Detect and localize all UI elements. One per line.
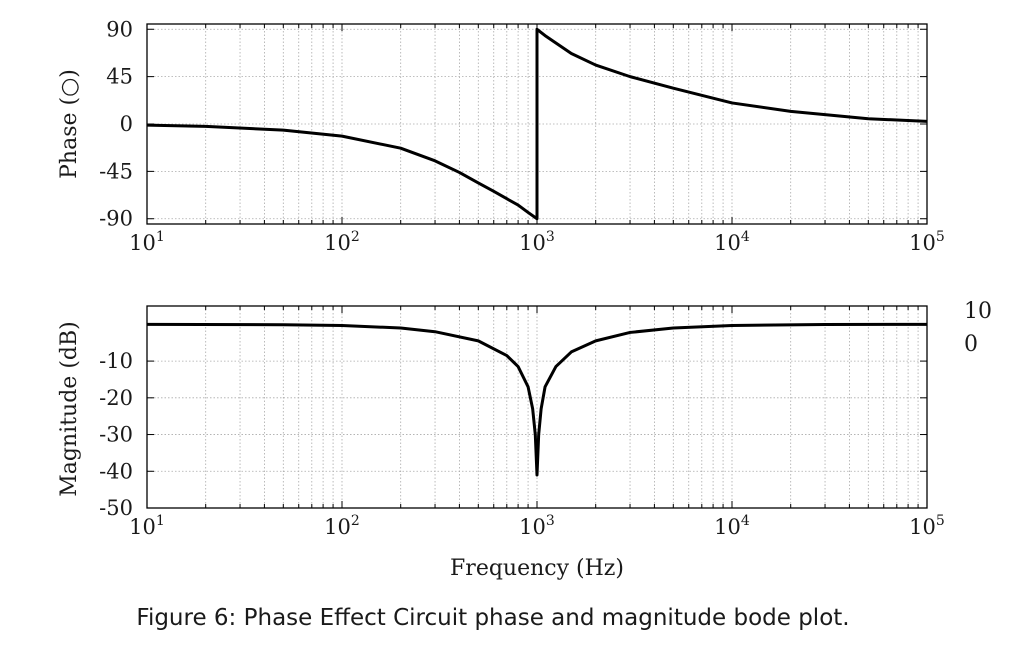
phase-y-tick-labels: 90 45 0 -45 -90	[99, 17, 133, 230]
phase-y-tick-label: 90	[106, 17, 133, 41]
magnitude-y-tick-label: -20	[99, 386, 133, 410]
phase-y-axis-label: Phase (○)	[57, 69, 82, 179]
magnitude-x-tick-label: 105	[909, 513, 945, 539]
phase-x-tick-label: 103	[519, 229, 555, 255]
phase-x-tick-label: 102	[324, 229, 360, 255]
magnitude-grid	[147, 306, 927, 508]
magnitude-y-tick-labels: -10 -20 -30 -40 -50	[99, 349, 133, 520]
phase-y-tick-label: 0	[120, 112, 133, 136]
magnitude-x-tick-label: 102	[324, 513, 360, 539]
magnitude-x-tick-label: 104	[714, 513, 750, 539]
figure-caption: Figure 6: Phase Effect Circuit phase and…	[136, 605, 850, 631]
phase-x-tick-label: 101	[129, 229, 165, 255]
phase-x-tick-label: 105	[909, 229, 945, 255]
magnitude-plot: -10 -20 -30 -40 -50 101 102 103 104 105 Magnitud…	[57, 305, 945, 581]
phase-y-tick-label: -90	[99, 207, 133, 231]
phase-y-tick-label: 45	[106, 65, 133, 89]
phase-x-tick-label: 104	[714, 229, 750, 255]
magnitude-y-tick-label: -40	[99, 459, 133, 483]
magnitude-x-tick-labels: 101 102 103 104 105	[129, 513, 945, 539]
magnitude-curve	[146, 322, 928, 477]
magnitude-y-axis-label: Magnitude (dB)	[57, 321, 82, 496]
stray-label-10: 10	[964, 299, 992, 324]
magnitude-y-tick-label: -30	[99, 423, 133, 447]
phase-y-tick-label: -45	[99, 159, 133, 183]
phase-plot: 90 45 0 -45 -90 101 102 103 104 105 Phase (○)	[57, 17, 945, 255]
magnitude-y-tick-label: -10	[99, 349, 133, 373]
stray-label-0: 0	[964, 332, 978, 357]
phase-curve	[146, 27, 928, 221]
magnitude-y-tick-label: -50	[99, 496, 133, 520]
phase-tick-marks	[146, 24, 928, 224]
magnitude-x-tick-label: 103	[519, 513, 555, 539]
magnitude-tick-marks	[146, 306, 928, 509]
phase-x-tick-labels: 101 102 103 104 105	[129, 229, 945, 255]
frequency-x-axis-label: Frequency (Hz)	[450, 556, 624, 581]
magnitude-x-tick-label: 101	[129, 513, 165, 539]
